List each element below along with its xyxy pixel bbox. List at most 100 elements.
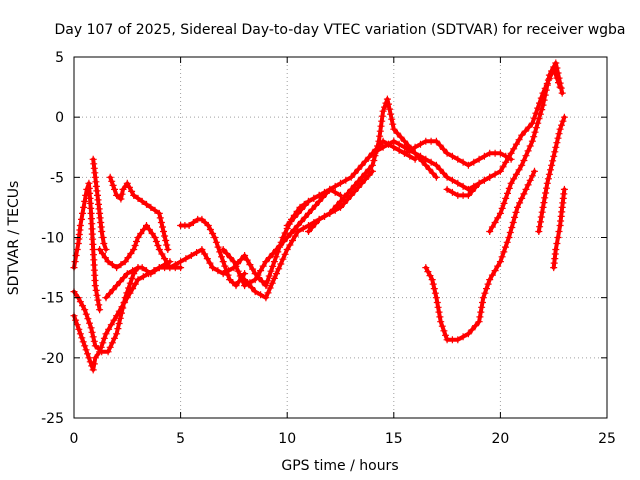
point-marker xyxy=(106,173,114,181)
point-marker xyxy=(201,250,209,258)
point-marker xyxy=(312,220,320,227)
point-marker xyxy=(432,161,440,169)
point-marker xyxy=(155,209,163,217)
point-marker xyxy=(520,157,528,164)
point-marker xyxy=(297,205,305,213)
point-marker xyxy=(464,191,472,199)
point-marker xyxy=(536,110,544,118)
point-marker xyxy=(223,250,231,257)
point-marker xyxy=(443,185,451,193)
point-marker xyxy=(75,325,83,333)
point-marker xyxy=(143,267,150,275)
point-marker xyxy=(82,310,90,318)
point-marker xyxy=(128,187,136,195)
point-marker xyxy=(548,67,556,75)
x-tick-label: 10 xyxy=(278,431,296,447)
point-marker xyxy=(560,113,568,121)
point-marker xyxy=(553,240,561,247)
point-marker xyxy=(254,271,262,279)
point-marker xyxy=(110,316,118,324)
point-marker xyxy=(480,176,488,184)
point-marker xyxy=(290,213,298,221)
point-marker xyxy=(96,246,104,253)
point-marker xyxy=(429,280,437,288)
point-marker xyxy=(129,267,137,275)
point-marker xyxy=(440,169,447,177)
series-arc-13 xyxy=(305,95,440,235)
point-marker xyxy=(510,175,518,183)
point-marker xyxy=(505,184,513,192)
point-marker xyxy=(79,302,86,310)
point-marker xyxy=(480,152,488,160)
point-marker xyxy=(305,222,312,229)
point-marker xyxy=(506,229,514,236)
x-axis-label: GPS time / hours xyxy=(281,458,398,474)
point-marker xyxy=(331,188,339,196)
point-marker xyxy=(365,165,373,173)
point-marker xyxy=(158,250,166,258)
point-marker xyxy=(126,279,134,287)
point-marker xyxy=(277,260,285,268)
chart-title: Day 107 of 2025, Sidereal Day-to-day VTE… xyxy=(54,22,625,38)
y-tick-label: -15 xyxy=(41,291,64,307)
point-marker xyxy=(305,228,312,235)
point-marker xyxy=(508,224,516,231)
point-marker xyxy=(159,223,166,231)
point-marker xyxy=(528,172,536,180)
y-tick-label: -10 xyxy=(41,231,64,247)
point-marker xyxy=(390,143,398,151)
point-marker xyxy=(475,179,483,187)
point-marker xyxy=(549,157,557,165)
point-marker xyxy=(236,272,244,280)
point-marker xyxy=(329,205,337,213)
point-marker xyxy=(71,258,79,266)
point-marker xyxy=(432,173,440,181)
series-arc-15 xyxy=(390,137,515,169)
point-marker xyxy=(488,223,496,231)
point-marker xyxy=(206,226,214,233)
point-marker xyxy=(507,149,515,157)
point-marker xyxy=(544,76,552,84)
point-marker xyxy=(504,189,511,197)
point-marker xyxy=(537,218,544,226)
point-marker xyxy=(502,158,510,166)
point-marker xyxy=(494,262,502,270)
x-tick-label: 20 xyxy=(491,431,509,447)
point-marker xyxy=(504,154,512,162)
point-marker xyxy=(361,157,369,165)
point-marker xyxy=(125,284,133,292)
point-marker xyxy=(241,270,249,278)
point-marker xyxy=(104,348,112,356)
point-marker xyxy=(130,246,138,253)
point-marker xyxy=(472,322,479,330)
point-marker xyxy=(225,267,233,275)
point-marker xyxy=(347,173,355,181)
point-marker xyxy=(221,262,229,270)
point-marker xyxy=(305,209,312,217)
point-marker xyxy=(524,147,532,155)
point-marker xyxy=(287,230,295,237)
point-marker xyxy=(326,209,334,217)
x-tick-label: 15 xyxy=(385,431,403,447)
point-marker xyxy=(491,170,499,178)
point-marker xyxy=(424,268,432,276)
point-marker xyxy=(321,212,328,220)
point-marker xyxy=(491,219,499,226)
point-marker xyxy=(354,177,362,185)
series-arc-5 xyxy=(106,173,172,253)
point-marker xyxy=(538,208,546,216)
point-marker xyxy=(411,143,419,151)
point-marker xyxy=(526,176,534,184)
point-marker xyxy=(422,264,430,272)
point-marker xyxy=(232,262,240,270)
point-marker xyxy=(117,261,125,269)
point-marker xyxy=(538,106,546,114)
point-marker xyxy=(516,199,524,207)
point-marker xyxy=(226,276,234,284)
point-marker xyxy=(515,166,523,174)
point-marker xyxy=(347,185,355,193)
point-marker xyxy=(528,137,536,145)
point-marker xyxy=(434,303,442,311)
point-marker xyxy=(177,264,185,272)
point-marker xyxy=(308,224,316,231)
